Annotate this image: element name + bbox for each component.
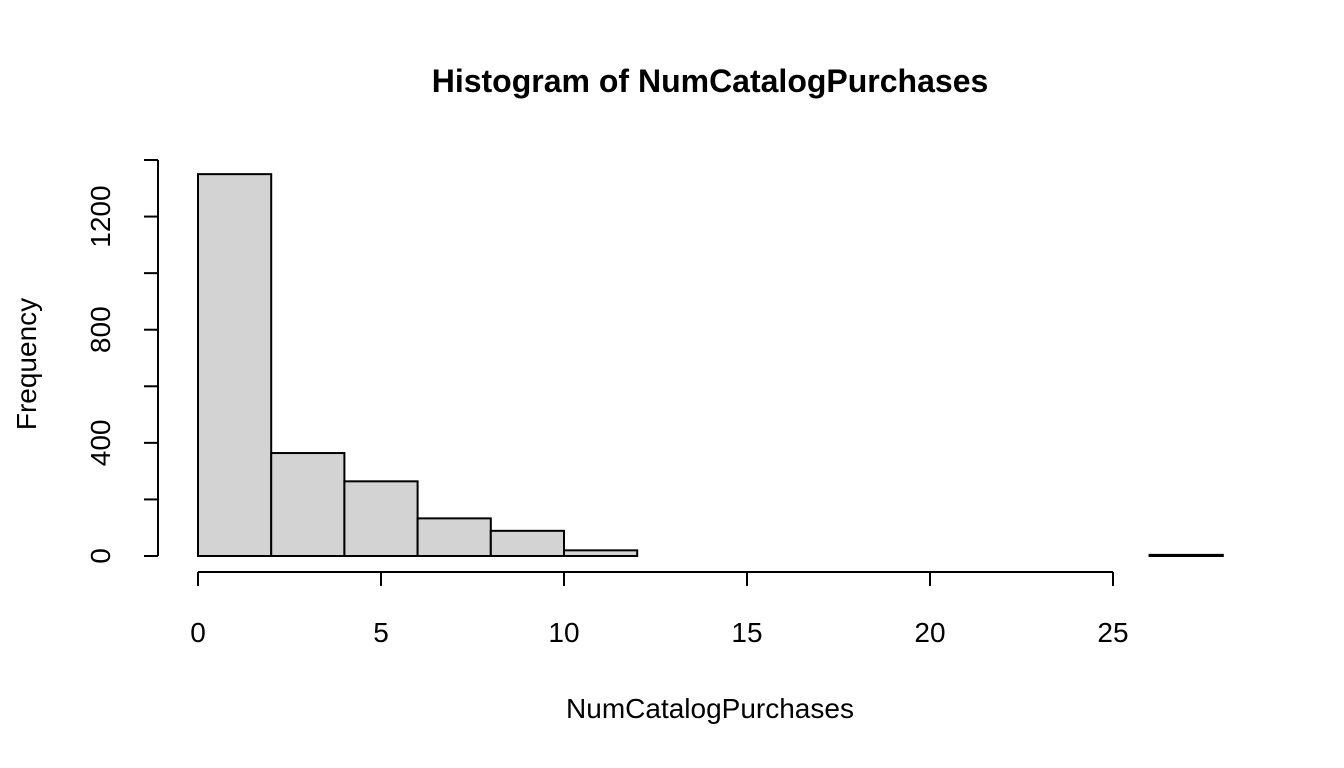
- x-axis-label: NumCatalogPurchases: [566, 693, 854, 724]
- x-axis: 0 5 10 15 20 25: [190, 571, 1129, 648]
- histogram-bar-4: [489, 529, 565, 558]
- histogram-bar-13: [1148, 553, 1224, 558]
- histogram-bar-5: [563, 549, 639, 557]
- x-tick-label-5: 25: [1097, 617, 1128, 648]
- histogram-bar-2: [343, 480, 419, 557]
- y-tick-label-6: 1200: [85, 185, 116, 247]
- y-axis-label: Frequency: [11, 298, 42, 430]
- histogram-bar-3: [416, 517, 492, 558]
- histogram-bar-0: [197, 173, 273, 557]
- y-tick-label-2: 400: [85, 419, 116, 466]
- histogram-bar-1: [270, 452, 346, 558]
- x-tick-label-3: 15: [731, 617, 762, 648]
- x-tick-label-4: 20: [914, 617, 945, 648]
- y-tick-label-4: 800: [85, 306, 116, 353]
- y-tick-label-0: 0: [85, 548, 116, 564]
- x-tick-label-2: 10: [548, 617, 579, 648]
- x-tick-label-0: 0: [190, 617, 206, 648]
- y-axis: 0 400 800 1200: [85, 159, 159, 564]
- chart-title: Histogram of NumCatalogPurchases: [432, 63, 989, 99]
- bars-group: [197, 173, 1224, 558]
- x-tick-label-1: 5: [373, 617, 389, 648]
